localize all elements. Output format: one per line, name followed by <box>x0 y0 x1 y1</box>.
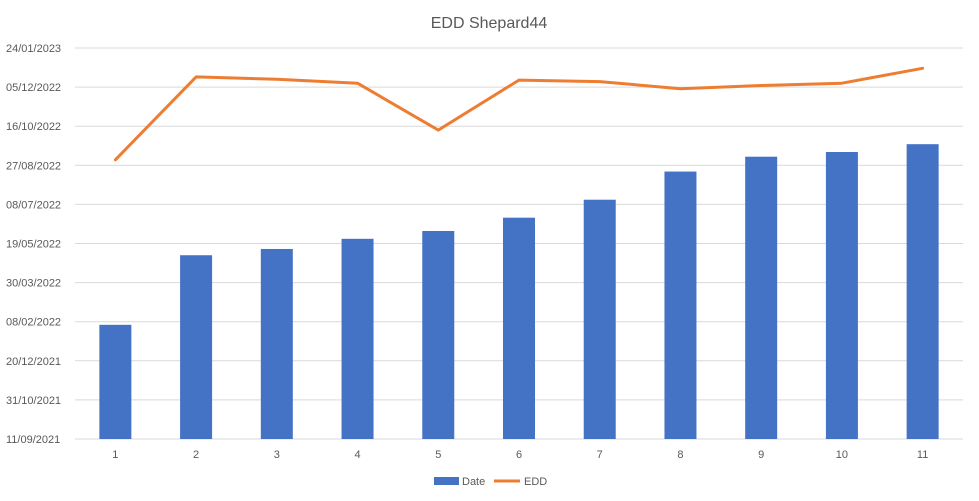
x-axis-tick-labels: 1 2 3 4 5 6 7 8 9 10 11 <box>112 449 928 461</box>
x-tick-label: 3 <box>274 449 280 461</box>
legend-edd-label: EDD <box>524 476 547 488</box>
y-tick-label: 11/09/2021 <box>6 434 60 446</box>
bar <box>180 255 213 439</box>
x-tick-label: 1 <box>112 449 118 461</box>
y-tick-label: 24/01/2023 <box>6 43 61 55</box>
y-tick-label: 31/10/2021 <box>6 395 61 407</box>
x-tick-label: 9 <box>758 449 764 461</box>
legend-date-label: Date <box>462 476 485 488</box>
y-tick-label: 16/10/2022 <box>6 121 61 133</box>
y-tick-label: 08/07/2022 <box>6 199 61 211</box>
date-bars <box>99 144 939 440</box>
y-tick-label: 19/05/2022 <box>6 239 61 251</box>
bar <box>99 324 132 439</box>
legend: Date EDD <box>434 476 547 488</box>
bar <box>422 230 455 439</box>
y-tick-label: 08/02/2022 <box>6 317 61 329</box>
edd-line <box>113 66 925 162</box>
y-tick-label: 30/03/2022 <box>6 278 61 290</box>
x-tick-label: 11 <box>917 449 928 461</box>
bar <box>906 144 939 439</box>
bar <box>583 199 616 439</box>
bar <box>664 171 697 439</box>
bar <box>503 217 535 439</box>
legend-date-swatch <box>434 477 459 485</box>
y-tick-label: 05/12/2022 <box>6 82 61 94</box>
edd-line-path <box>113 66 925 162</box>
bar <box>745 156 778 439</box>
chart-title: EDD Shepard44 <box>431 15 548 32</box>
x-tick-label: 5 <box>435 449 441 461</box>
x-tick-label: 8 <box>677 449 683 461</box>
y-tick-label: 20/12/2021 <box>6 356 61 368</box>
bar <box>341 238 374 439</box>
x-tick-label: 10 <box>836 449 848 461</box>
x-tick-label: 6 <box>516 449 522 461</box>
bar <box>260 248 293 439</box>
y-axis-tick-labels: 11/09/2021 31/10/2021 20/12/2021 08/02/2022… <box>6 43 61 446</box>
y-tick-label: 27/08/2022 <box>6 160 61 172</box>
bar <box>825 152 858 440</box>
x-tick-label: 4 <box>354 449 360 461</box>
x-tick-label: 2 <box>193 449 199 461</box>
x-tick-label: 7 <box>597 449 603 461</box>
